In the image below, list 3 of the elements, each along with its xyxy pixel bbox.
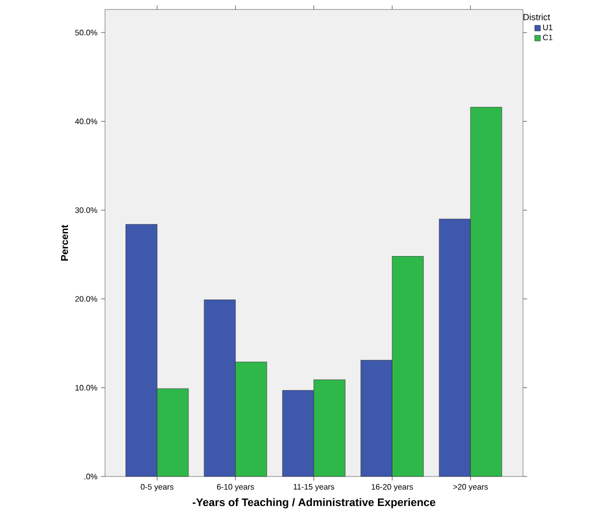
x-axis-title: -Years of Teaching / Administrative Experience (192, 498, 436, 508)
legend-title: District (524, 14, 550, 20)
y-axis-title: Percent (61, 224, 68, 261)
